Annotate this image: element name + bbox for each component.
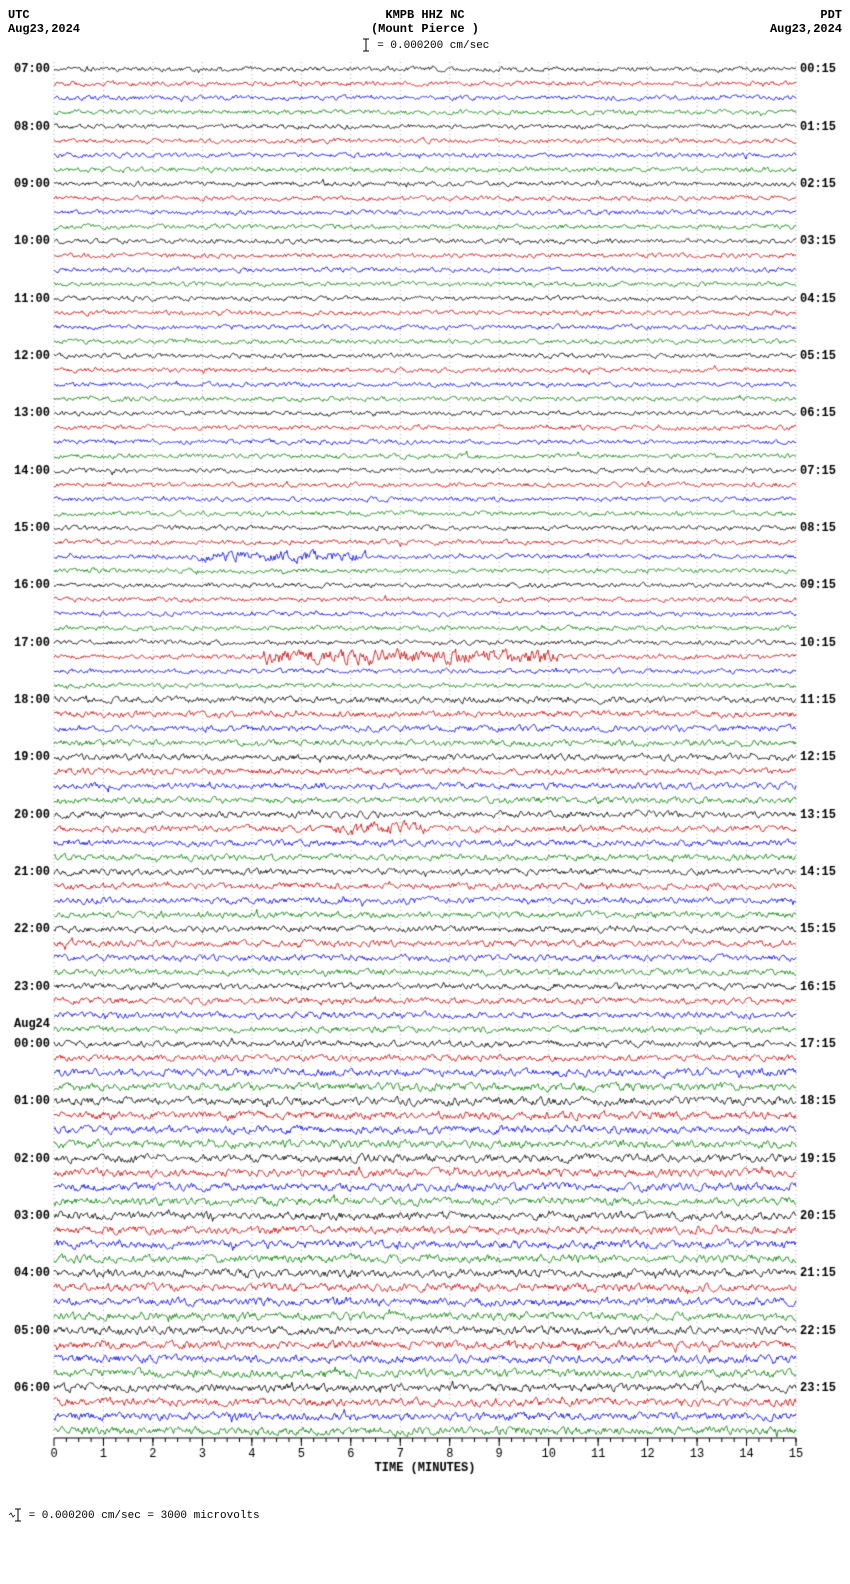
seismogram-canvas <box>8 58 842 1478</box>
header: UTC Aug23,2024 KMPB HHZ NC (Mount Pierce… <box>8 8 842 36</box>
header-right-date: Aug23,2024 <box>722 22 842 36</box>
footer-text: = 0.000200 cm/sec = 3000 microvolts <box>29 1510 260 1522</box>
header-right-tz: PDT <box>722 8 842 22</box>
header-left-tz: UTC <box>8 8 128 22</box>
scale-line: = 0.000200 cm/sec <box>8 38 842 52</box>
station-line: KMPB HHZ NC <box>128 8 722 22</box>
station-name: (Mount Pierce ) <box>128 22 722 36</box>
plot-area <box>8 58 842 1478</box>
footer: = 0.000200 cm/sec = 3000 microvolts <box>8 1508 842 1522</box>
scale-text: = 0.000200 cm/sec <box>377 40 489 52</box>
header-left-date: Aug23,2024 <box>8 22 128 36</box>
seismogram-container: UTC Aug23,2024 KMPB HHZ NC (Mount Pierce… <box>8 8 842 1522</box>
